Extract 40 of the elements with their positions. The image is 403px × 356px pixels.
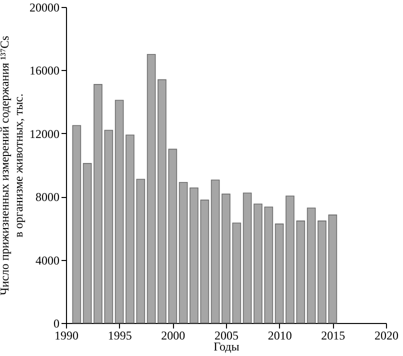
bar bbox=[318, 220, 326, 324]
bar bbox=[126, 134, 134, 324]
bar bbox=[210, 180, 220, 324]
y-axis-title: Число прижизненных измерений содержания ¹³⁷Cs в организме животных, тыс. bbox=[0, 35, 26, 296]
x-tick-label: 1990 bbox=[54, 328, 78, 342]
y-tick-label: 8000 bbox=[36, 190, 60, 204]
bar bbox=[222, 194, 230, 324]
bar bbox=[94, 84, 102, 324]
y-tick-label: 12000 bbox=[30, 126, 60, 141]
bar bbox=[328, 214, 338, 324]
bar bbox=[232, 222, 242, 324]
bar bbox=[200, 200, 210, 324]
y-tick-label: 16000 bbox=[30, 64, 60, 78]
bar bbox=[190, 188, 198, 324]
bar bbox=[274, 224, 284, 324]
y-tick-label: 4000 bbox=[36, 253, 60, 268]
x-tick-label: 2015 bbox=[321, 328, 346, 342]
x-tick-label: 2020 bbox=[374, 328, 398, 342]
bar bbox=[306, 208, 316, 324]
bar bbox=[72, 125, 82, 324]
x-tick-label: 2005 bbox=[214, 328, 238, 342]
bar bbox=[178, 182, 188, 324]
x-tick-label: 2000 bbox=[161, 328, 186, 342]
bar bbox=[114, 100, 124, 324]
bar bbox=[104, 130, 114, 324]
bar bbox=[254, 204, 262, 324]
y-tick-label: 0 bbox=[54, 316, 60, 330]
bar bbox=[168, 148, 178, 324]
y-tick-label: 20000 bbox=[30, 0, 60, 14]
bar bbox=[296, 220, 306, 324]
bar bbox=[286, 196, 294, 324]
x-tick-label: 2010 bbox=[268, 328, 292, 342]
x-tick-label: 1995 bbox=[108, 328, 132, 342]
bar bbox=[158, 79, 166, 324]
bar bbox=[146, 54, 156, 324]
x-axis-title: Годы bbox=[214, 340, 240, 354]
bar bbox=[82, 163, 92, 324]
bar bbox=[264, 206, 274, 324]
bar bbox=[242, 192, 252, 324]
bar bbox=[136, 178, 146, 324]
